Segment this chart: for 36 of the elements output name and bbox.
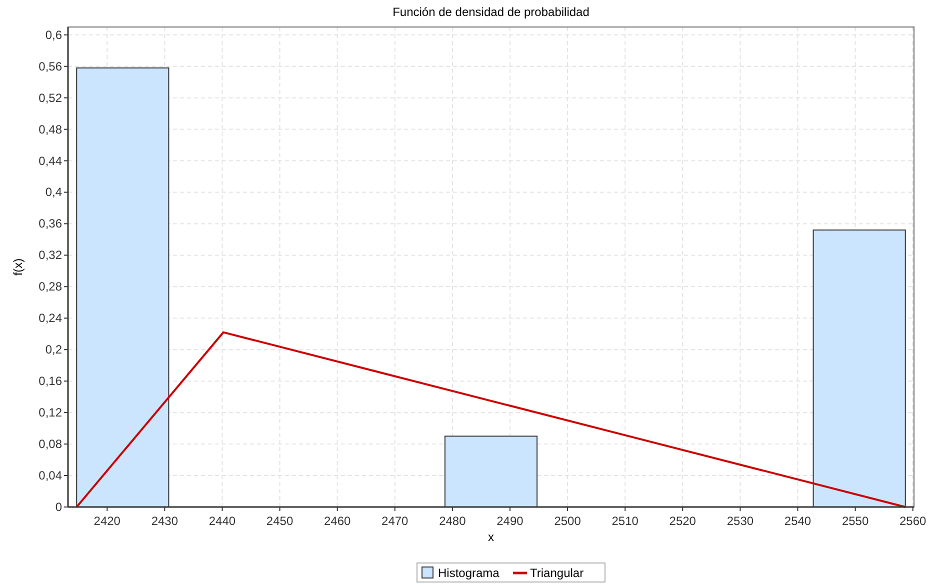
- x-tick-label: 2550: [842, 514, 869, 528]
- x-tick-label: 2560: [899, 514, 927, 528]
- x-tick-label: 2420: [94, 514, 121, 528]
- y-tick-label: 0,36: [38, 216, 62, 231]
- y-tick-label: 0,12: [38, 406, 62, 420]
- y-tick-label: 0,44: [38, 154, 62, 168]
- y-tick-label: 0,56: [38, 59, 62, 74]
- x-tick-label: 2540: [784, 514, 812, 528]
- y-tick-label: 0,6: [45, 28, 62, 42]
- y-tick-label: 0,28: [38, 280, 62, 294]
- x-tick-label: 2520: [669, 514, 696, 528]
- y-tick-label: 0,4: [45, 185, 62, 200]
- x-axis-title: x: [488, 530, 494, 544]
- legend-label: Triangular: [530, 566, 584, 580]
- x-tick-label: 2460: [324, 514, 352, 528]
- x-tick-label: 2470: [382, 514, 409, 528]
- y-tick-label: 0,16: [38, 374, 62, 388]
- x-tick-label: 2500: [554, 514, 582, 528]
- y-tick-label: 0: [55, 500, 62, 514]
- y-tick-label: 0,52: [38, 90, 62, 105]
- y-tick-label: 0,32: [38, 248, 62, 262]
- legend-label: Histograma: [438, 566, 500, 580]
- y-tick-label: 0,24: [38, 311, 62, 326]
- y-tick-label: 0,48: [38, 122, 62, 136]
- x-tick-label: 2450: [266, 514, 294, 528]
- x-tick-label: 2530: [726, 514, 754, 528]
- y-axis-title: f(x): [11, 258, 25, 276]
- y-tick-label: 0,08: [38, 437, 62, 452]
- chart-title: Función de densidad de probabilidad: [392, 5, 590, 19]
- y-tick-label: 0,2: [45, 342, 62, 357]
- x-tick-label: 2510: [612, 514, 639, 528]
- y-tick-label: 0,04: [38, 468, 62, 483]
- x-tick-label: 2440: [208, 514, 236, 528]
- x-tick-label: 2430: [151, 514, 178, 528]
- x-tick-label: 2490: [496, 514, 524, 528]
- x-tick-label: 2480: [439, 514, 466, 528]
